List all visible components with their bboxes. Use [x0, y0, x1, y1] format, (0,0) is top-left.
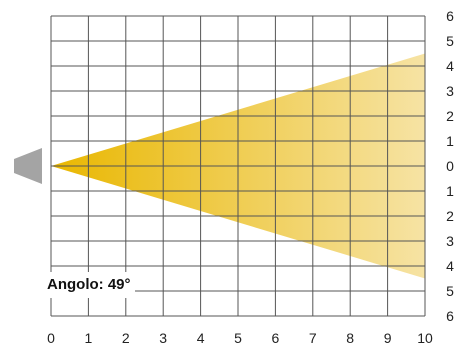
y-tick-label: 4	[446, 58, 454, 74]
x-axis-ticks: 0 1 2 3 4 5 6 7 8 9 10	[47, 330, 433, 346]
y-tick-label: 6	[446, 8, 454, 24]
y-tick-label: 0	[446, 158, 454, 174]
x-tick-label: 9	[384, 330, 392, 346]
x-tick-label: 0	[47, 330, 55, 346]
x-tick-label: 3	[159, 330, 167, 346]
x-tick-label: 10	[417, 330, 433, 346]
y-tick-label: 3	[446, 233, 454, 249]
x-tick-label: 5	[234, 330, 242, 346]
angle-label: Angolo: 49°	[47, 272, 135, 298]
x-tick-label: 6	[272, 330, 280, 346]
y-tick-label: 5	[446, 33, 454, 49]
y-tick-label: 4	[446, 258, 454, 274]
y-tick-label: 1	[446, 183, 454, 199]
x-tick-label: 8	[346, 330, 354, 346]
y-tick-label: 2	[446, 208, 454, 224]
y-tick-label: 6	[446, 308, 454, 324]
x-tick-label: 4	[197, 330, 205, 346]
y-axis-ticks: 6 5 4 3 2 1 0 1 2 3 4 5 6	[446, 8, 454, 324]
x-tick-label: 2	[122, 330, 130, 346]
x-tick-label: 1	[85, 330, 93, 346]
light-source-icon	[14, 148, 42, 184]
y-tick-label: 2	[446, 108, 454, 124]
y-tick-label: 3	[446, 83, 454, 99]
grid	[50, 15, 426, 317]
y-tick-label: 1	[446, 133, 454, 149]
x-tick-label: 7	[309, 330, 317, 346]
y-tick-label: 5	[446, 283, 454, 299]
